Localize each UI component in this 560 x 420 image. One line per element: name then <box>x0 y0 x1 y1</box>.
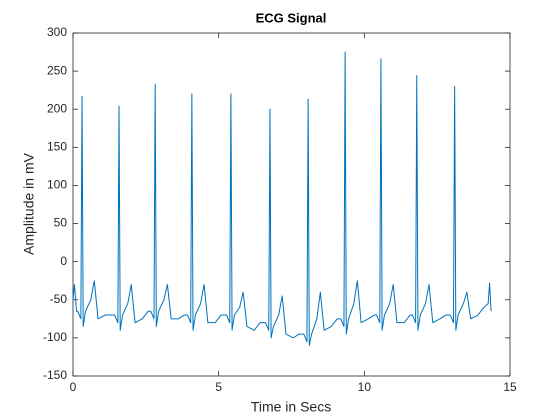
plot-area <box>72 32 511 377</box>
y-tick-label: 200 <box>47 101 67 115</box>
signal-line <box>72 51 492 347</box>
y-tick-label: 100 <box>47 178 67 192</box>
y-tick-label: 0 <box>60 254 67 268</box>
x-tick-label: 10 <box>358 380 372 394</box>
y-axis-label: Amplitude in mV <box>21 152 37 255</box>
y-tick-label: -100 <box>43 330 67 344</box>
y-tick-label: 250 <box>47 63 67 77</box>
y-tick-label: 300 <box>47 25 67 39</box>
chart-title: ECG Signal <box>256 10 327 25</box>
x-tick-label: 15 <box>503 380 517 394</box>
y-tick-label: 50 <box>54 216 68 230</box>
x-axis-label: Time in Secs <box>251 399 331 415</box>
x-tick-label: 5 <box>215 380 222 394</box>
x-tick-label: 0 <box>70 380 77 394</box>
y-tick-label: -50 <box>50 292 68 306</box>
y-tick-label: 150 <box>47 140 67 154</box>
y-tick-label: -150 <box>43 368 67 382</box>
